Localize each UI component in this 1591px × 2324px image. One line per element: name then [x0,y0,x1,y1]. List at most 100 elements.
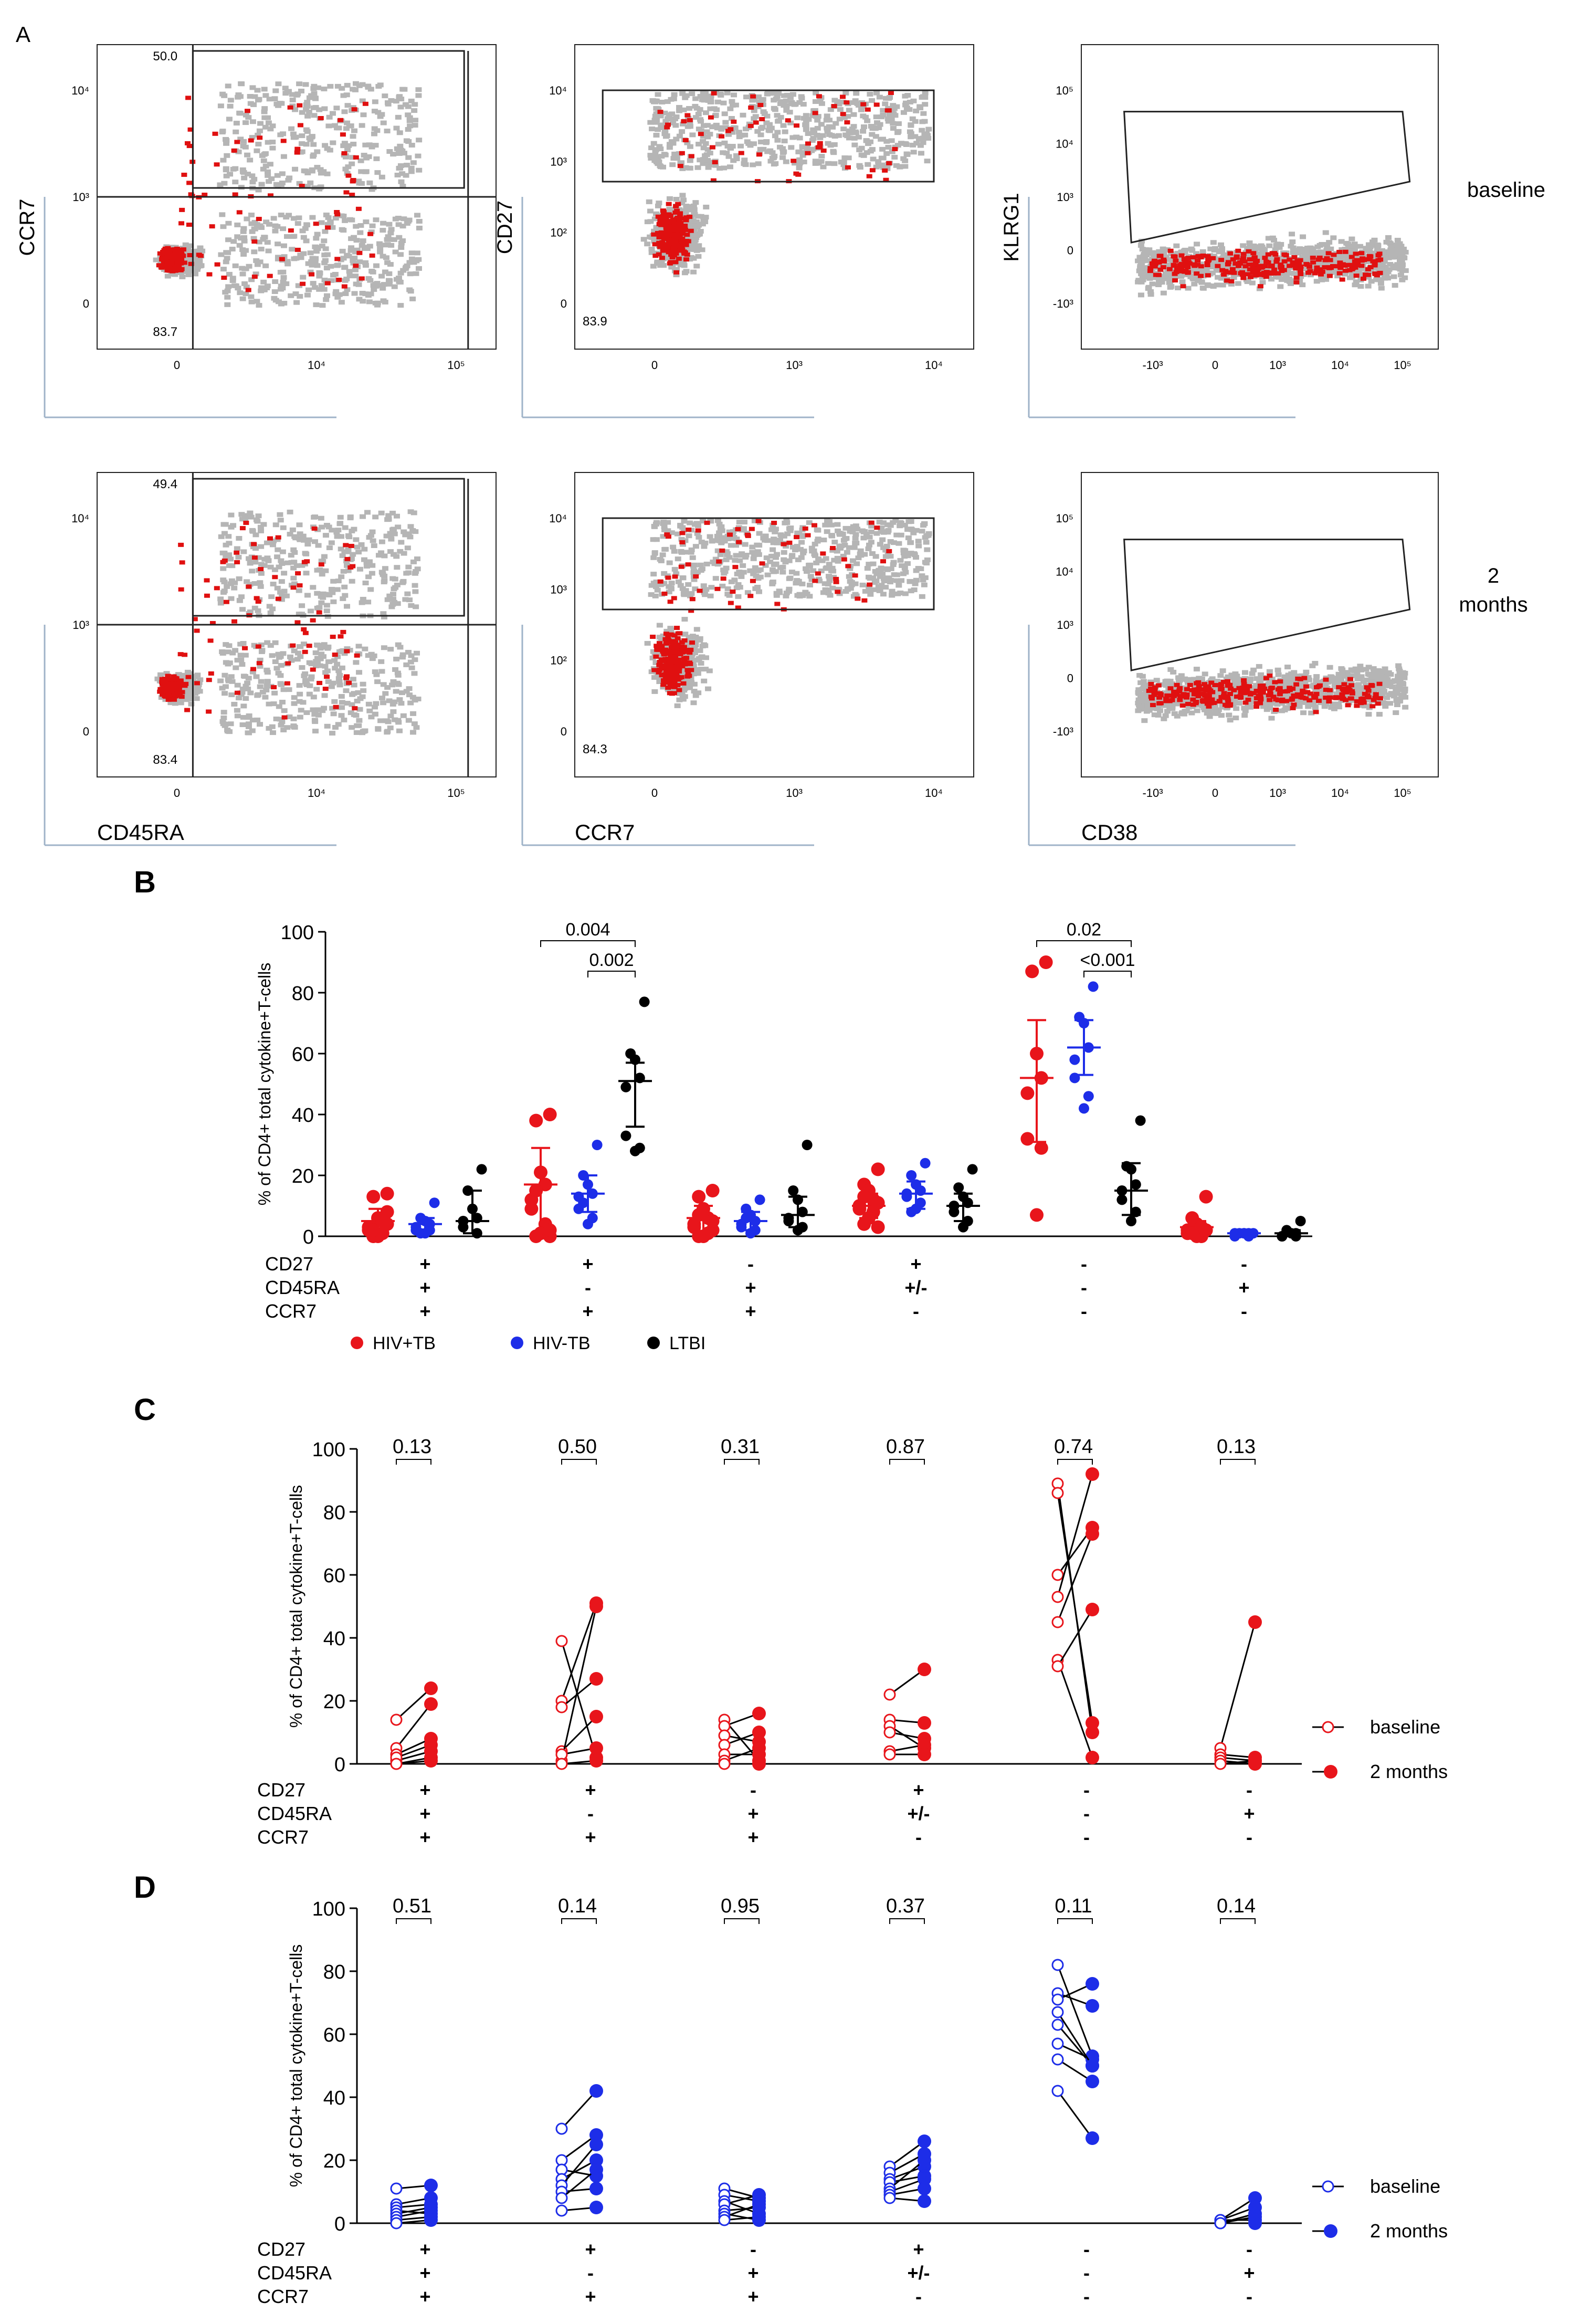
gray-event [356,670,363,675]
gray-event [304,129,311,134]
gray-event [1273,243,1280,248]
gray-event [1387,262,1394,267]
red-event [677,215,683,219]
gray-event [340,569,347,574]
gray-event [317,663,323,668]
gray-event [336,292,343,297]
red-event [1247,267,1253,272]
gray-event [271,296,278,301]
red-event [1198,264,1204,269]
red-event [1360,276,1366,281]
red-event [1250,270,1256,275]
red-event [343,543,349,548]
gray-event [1149,250,1156,255]
gray-event [255,132,261,138]
red-event [657,245,663,249]
gray-event [342,278,349,283]
red-event [295,571,301,576]
red-event [748,105,754,110]
gray-event [350,258,356,263]
gray-event [903,100,910,106]
gray-event [258,544,265,549]
gray-event [1255,254,1262,259]
gray-event [1380,250,1387,256]
gray-event [856,163,863,168]
gray-event [750,162,756,167]
red-event [1157,254,1164,258]
gray-event [413,271,419,276]
gray-event [1350,251,1356,256]
gray-event [666,112,672,117]
gray-event [920,111,927,116]
gray-event [279,593,286,598]
gray-event [228,512,235,518]
red-event [785,118,791,123]
gray-event [278,722,285,728]
gray-event [648,250,655,255]
gray-event [322,258,329,263]
gray-event [239,722,246,728]
gray-event [1322,230,1329,235]
gray-event [824,113,830,119]
gray-event [1189,248,1196,253]
red-event [677,211,683,216]
red-event [1173,258,1179,263]
gray-event [647,153,654,158]
gray-event [1281,261,1288,267]
red-event [173,676,180,681]
gray-event [249,119,256,124]
gray-event [399,690,406,696]
red-event [352,706,358,711]
gray-event [656,144,663,149]
gray-event [278,579,285,584]
red-event [184,708,191,712]
gray-event [1135,278,1142,283]
gray-event [741,157,748,163]
gray-event [235,92,242,97]
gray-event [687,124,693,129]
gray-event [192,674,199,679]
gray-event [291,724,298,730]
gray-event [879,136,886,142]
gray-event [890,560,897,565]
gray-event [257,121,264,126]
gray-event [329,225,336,230]
gray-event [1375,243,1382,248]
gray-event [322,533,329,538]
gray-event [1352,246,1358,251]
red-event [178,695,185,699]
gray-event [1215,275,1221,280]
red-event [316,610,322,615]
gray-event [273,182,280,187]
gray-event [1251,248,1258,254]
gray-event [306,691,313,697]
gray-event [925,136,932,141]
gray-event [704,147,711,152]
red-event [206,709,212,714]
gray-event [1307,272,1314,278]
red-event [280,139,287,143]
gray-event [380,682,387,687]
gray-event [329,706,336,711]
gray-event [310,707,317,712]
gray-event [293,300,300,305]
gray-event [310,695,317,700]
gray-event [798,94,805,99]
red-event [345,173,352,178]
gray-event [217,601,224,606]
gray-event [367,87,374,92]
gray-event [239,662,246,667]
red-event [1229,267,1236,271]
gray-event [226,552,233,558]
gray-event [220,224,227,229]
red-event [665,224,671,229]
gray-event [328,586,335,592]
gray-event [679,91,686,96]
gray-event [310,281,317,286]
gray-event [254,693,261,698]
y-tick-label: 10⁴ [71,84,89,97]
gray-event [248,294,255,299]
gray-event [764,91,771,97]
gray-event [920,135,926,141]
red-event [367,232,374,236]
